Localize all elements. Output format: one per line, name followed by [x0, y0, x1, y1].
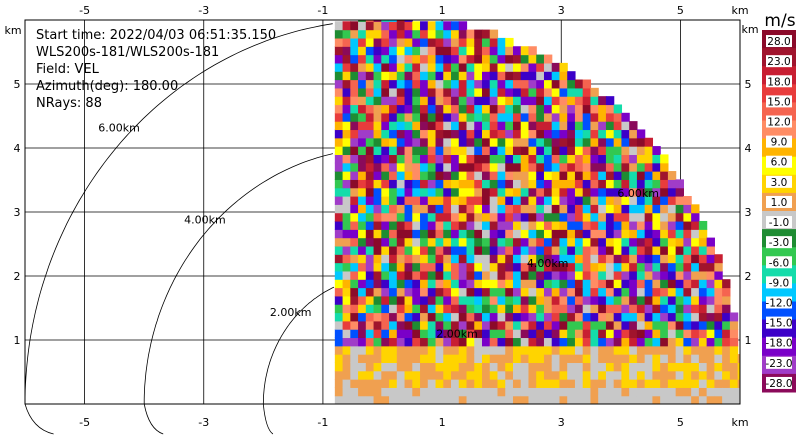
colorbar-tick-label: 18.0	[767, 76, 790, 88]
colorbar-tick-label: 6.0	[771, 157, 788, 169]
x-unit-top: km	[731, 4, 748, 17]
y-tick-label-right: 3	[745, 206, 752, 219]
x-tick-label-bottom: 5	[677, 416, 684, 429]
colorbar-label-bg	[766, 216, 792, 229]
range-ring	[262, 286, 335, 405]
colorbar-label-bg	[766, 175, 792, 188]
y-tick-label-left: 4	[14, 142, 21, 155]
colorbar-label-bg	[766, 95, 792, 108]
colorbar: m/s 28.0 23.0 18.0 15.0 12.0 9.0 6.0 3.0 1.0 -1.0…	[762, 11, 796, 393]
colorbar-tick-label: 12.0	[767, 117, 790, 129]
x-tick-label-top: -5	[79, 4, 90, 17]
colorbar-tick-label: -18.0	[765, 338, 792, 350]
x-tick-label-top: 3	[558, 4, 565, 17]
colorbar-unit: m/s	[764, 11, 795, 31]
colorbar-tick-label: -28.0	[765, 378, 792, 390]
x-tick-label-bottom: -3	[198, 416, 209, 429]
axis-ticks: -5 -5 -3 -3 -1 -1 1 1 3 3 5 5 1 1 2 2 3 3 4 4 5 5 km km km km	[4, 4, 758, 429]
info-azimuth: Azimuth(deg): 180.00	[36, 79, 178, 94]
y-tick-label-right: 2	[745, 270, 752, 283]
info-block: Start time: 2022/04/03 06:51:35.150 WLS2…	[36, 28, 276, 111]
colorbar-tick-label: 28.0	[767, 36, 790, 48]
colorbar-tick-label: -12.0	[765, 298, 792, 310]
range-ring-label: 6.00km	[98, 122, 140, 135]
y-tick-label-left: 5	[14, 78, 21, 91]
colorbar-label-bg	[766, 135, 792, 148]
y-tick-label-right: 4	[745, 142, 752, 155]
colorbar-tick-label: 15.0	[767, 96, 790, 108]
colorbar-label-bg	[766, 236, 792, 249]
x-tick-label-top: 1	[439, 4, 446, 17]
y-tick-label-left: 1	[14, 334, 21, 347]
colorbar-label-bg	[766, 256, 792, 269]
colorbar-tick-label: -1.0	[769, 217, 790, 229]
velocity-sector	[334, 20, 740, 404]
inner-ring-label: 4.00km	[527, 257, 569, 270]
colorbar-tick-label: -9.0	[769, 277, 790, 289]
colorbar-label-bg	[766, 356, 792, 369]
y-tick-label-left: 2	[14, 270, 21, 283]
colorbar-tick-label: 9.0	[771, 137, 788, 149]
y-unit-right: km	[741, 23, 758, 36]
range-rings: 2.00km 4.00km 6.00km 2.00km 4.00km 6.00km	[24, 23, 659, 435]
colorbar-tick-label: 1.0	[771, 197, 788, 209]
colorbar-label-bg	[766, 376, 792, 389]
y-tick-label-left: 3	[14, 206, 21, 219]
y-tick-label-right: 5	[745, 78, 752, 91]
x-tick-label-bottom: -5	[79, 416, 90, 429]
inner-ring-label: 2.00km	[436, 328, 478, 341]
range-ring-lower	[24, 403, 54, 435]
info-start-time: Start time: 2022/04/03 06:51:35.150	[36, 28, 276, 43]
colorbar-tick-label: 23.0	[767, 56, 790, 68]
colorbar-tick-label: -23.0	[765, 358, 792, 370]
inner-ring-label: 6.00km	[617, 187, 659, 200]
plot-frame	[24, 19, 741, 405]
colorbar-tick-label: -3.0	[769, 237, 790, 249]
info-nrays: NRays: 88	[36, 96, 102, 111]
colorbar-tick-label: -6.0	[769, 257, 790, 269]
colorbar-label-bg	[766, 336, 792, 349]
range-ring-label: 4.00km	[184, 214, 226, 227]
x-tick-label-top: -1	[317, 4, 328, 17]
range-ring-label: 2.00km	[270, 306, 312, 319]
range-ring-lower	[143, 403, 164, 435]
info-radar: WLS200s-181/WLS200s-181	[36, 45, 219, 60]
colorbar-tick-label: 3.0	[771, 177, 788, 189]
colorbar-label-bg	[766, 276, 792, 289]
range-ring-lower	[262, 403, 274, 435]
colorbar-label-bg	[766, 296, 792, 309]
colorbar-label-bg	[766, 115, 792, 128]
colorbar-label-bg	[766, 155, 792, 168]
colorbar-label-bg	[766, 75, 792, 88]
colorbar-tick-label: -15.0	[765, 318, 792, 330]
colorbar-label-bg	[766, 55, 792, 68]
x-tick-label-bottom: 1	[439, 416, 446, 429]
x-tick-label-bottom: -1	[317, 416, 328, 429]
info-field: Field: VEL	[36, 62, 100, 77]
range-ring	[143, 153, 333, 404]
y-unit-left: km	[4, 24, 21, 37]
colorbar-label-bg	[766, 316, 792, 329]
x-tick-label-top: 5	[677, 4, 684, 17]
colorbar-label-bg	[766, 195, 792, 208]
range-ring	[24, 23, 333, 405]
y-tick-label-right: 1	[745, 334, 752, 347]
x-unit-bottom: km	[731, 416, 748, 429]
x-tick-label-top: -3	[198, 4, 209, 17]
colorbar-label-bg	[766, 35, 792, 48]
x-tick-label-bottom: 3	[558, 416, 565, 429]
